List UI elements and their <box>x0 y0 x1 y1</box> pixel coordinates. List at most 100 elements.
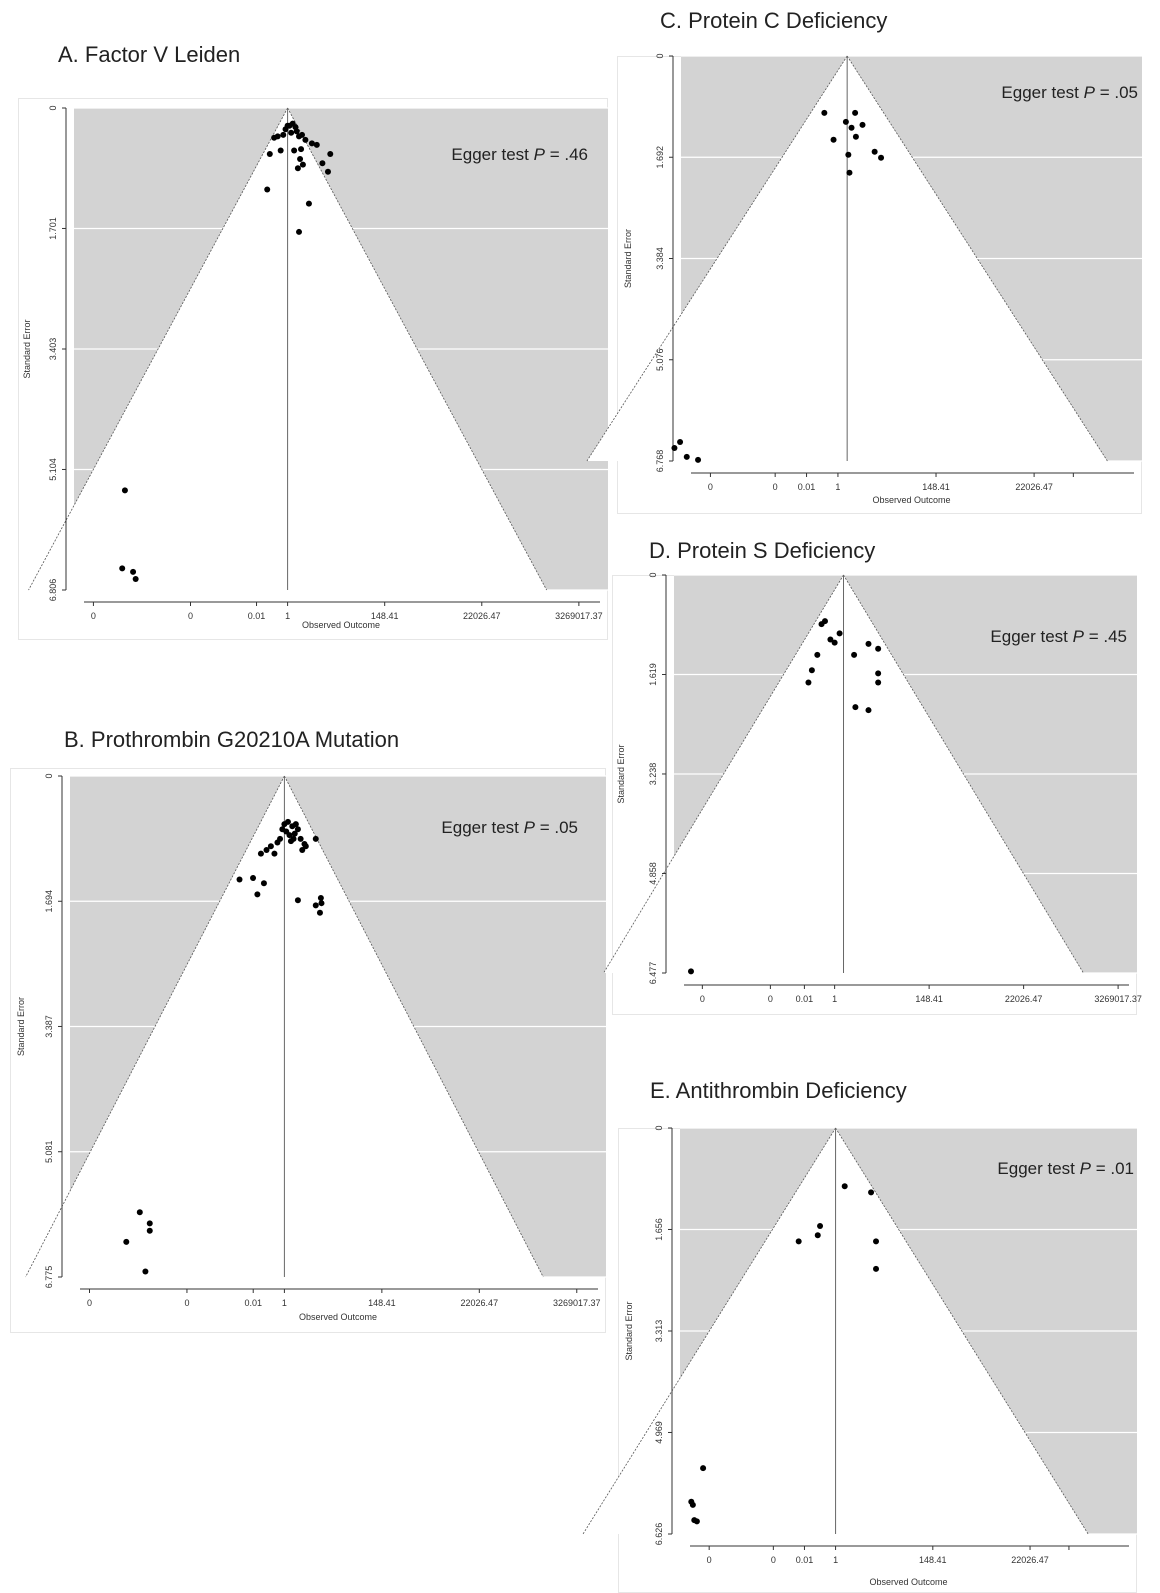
funnel-plot-d: 0 1.619 3.238 4.858 6.477 0 0 0.01 1 148.41 22026.… <box>603 572 1142 1015</box>
study-point <box>299 161 306 168</box>
study-point <box>121 487 128 494</box>
y-tick-label: 5.076 <box>655 348 665 371</box>
egger-p: P <box>1080 1159 1092 1178</box>
y-tick-label: 6.768 <box>655 450 665 473</box>
funnel-right-edge <box>843 574 1084 974</box>
study-point <box>677 438 684 445</box>
study-point <box>795 1238 802 1245</box>
study-point <box>848 124 855 131</box>
funnel-svg: 0 1.656 3.313 4.969 6.626 0 0 0.01 1 148.41 22026.… <box>582 1125 1137 1593</box>
study-point <box>119 565 126 572</box>
x-tick-label: 0.01 <box>796 994 814 1004</box>
y-axis-title: Standard Error <box>16 997 26 1056</box>
funnel-left-edge <box>28 107 288 591</box>
study-point <box>299 131 306 138</box>
study-point <box>274 839 281 846</box>
study-point <box>236 876 243 883</box>
egger-value: = .05 <box>535 818 578 837</box>
egger-prefix: Egger test <box>1001 83 1083 102</box>
egger-value: = .01 <box>1091 1159 1134 1178</box>
x-tick-label: 0 <box>188 611 193 621</box>
study-point <box>317 895 324 902</box>
study-point <box>865 707 872 714</box>
y-tick-label: 0 <box>44 773 54 778</box>
x-axis-title: Observed Outcome <box>299 1312 377 1322</box>
study-point <box>671 444 678 451</box>
y-tick-label: 4.858 <box>648 862 658 885</box>
study-point <box>277 147 284 154</box>
x-tick-label: 1 <box>833 1555 838 1565</box>
funnel-left-edge <box>582 1127 836 1535</box>
study-point <box>808 667 815 674</box>
y-tick-label: 4.969 <box>654 1421 664 1444</box>
x-tick-label: 148.41 <box>922 482 950 492</box>
x-tick-label: 1 <box>282 1298 287 1308</box>
x-tick-label: 0 <box>773 482 778 492</box>
study-point <box>313 141 320 148</box>
x-tick-label: 0 <box>184 1298 189 1308</box>
egger-test-label: Egger test P = .46 <box>451 145 588 164</box>
study-point <box>263 846 270 853</box>
study-point <box>260 880 267 887</box>
x-tick-label: 148.41 <box>368 1298 396 1308</box>
funnel-svg: 0 1.692 3.384 5.076 6.768 0 0 0.01 1 148.41 22026.… <box>586 53 1142 514</box>
study-point <box>264 186 271 193</box>
y-tick-label: 3.384 <box>655 247 665 270</box>
study-point <box>312 835 319 842</box>
x-tick-label: 1 <box>285 611 290 621</box>
y-tick-label: 3.238 <box>648 763 658 786</box>
egger-value: = .46 <box>545 145 588 164</box>
x-tick-label: 0 <box>708 482 713 492</box>
study-point <box>817 1223 824 1230</box>
egger-test-label: Egger test P = .01 <box>997 1159 1134 1178</box>
x-tick-label: 0.01 <box>798 482 816 492</box>
x-tick-label: 0.01 <box>796 1555 814 1565</box>
panel-a-title: A. Factor V Leiden <box>58 42 241 67</box>
study-point <box>852 704 859 711</box>
study-point <box>299 846 306 853</box>
y-tick-label: 1.656 <box>654 1218 664 1241</box>
y-tick-label: 0 <box>654 1125 664 1130</box>
x-tick-label: 0 <box>87 1298 92 1308</box>
study-point <box>873 1238 880 1245</box>
study-point <box>294 897 301 904</box>
funnel-svg: 0 1.694 3.387 5.081 6.775 0 0 0.01 1 148.41 22026.… <box>10 768 606 1333</box>
study-point <box>878 154 885 161</box>
x-axis-title: Observed Outcome <box>302 620 380 630</box>
y-tick-label: 6.626 <box>654 1523 664 1546</box>
egger-p: P <box>1073 627 1085 646</box>
study-point <box>805 679 812 686</box>
study-point <box>302 136 309 143</box>
egger-test-label: Egger test P = .45 <box>990 627 1127 646</box>
study-point <box>294 826 301 833</box>
x-tick-label: 22026.47 <box>461 1298 499 1308</box>
funnel-plot-a: 0 1.701 3.403 5.104 6.806 0 0 0.01 1 148.41 22026.… <box>18 98 608 640</box>
study-point <box>836 630 843 637</box>
x-tick-label: 3269017.37 <box>553 1298 601 1308</box>
study-point <box>868 1189 875 1196</box>
x-tick-label: 0 <box>768 994 773 1004</box>
funnel-right-edge <box>835 1127 1089 1535</box>
study-point <box>296 228 303 235</box>
y-tick-label: 3.313 <box>654 1320 664 1343</box>
study-point <box>136 1209 143 1216</box>
study-point <box>146 1227 153 1234</box>
study-point <box>286 832 293 839</box>
study-point <box>695 456 702 463</box>
study-point <box>287 838 294 845</box>
study-point <box>130 568 137 575</box>
y-tick-label: 3.403 <box>48 338 58 361</box>
y-tick-label: 6.806 <box>48 579 58 602</box>
study-point <box>875 645 882 652</box>
study-point <box>324 168 331 175</box>
study-point <box>291 147 298 154</box>
study-point <box>282 126 289 133</box>
x-tick-label: 22026.47 <box>1015 482 1053 492</box>
study-point <box>865 640 872 647</box>
funnel-svg: 0 1.619 3.238 4.858 6.477 0 0 0.01 1 148.41 22026.… <box>603 572 1142 1015</box>
x-tick-label: 148.41 <box>919 1555 947 1565</box>
x-tick-label: 1 <box>832 994 837 1004</box>
study-point <box>318 900 325 907</box>
egger-prefix: Egger test <box>451 145 533 164</box>
y-tick-label: 6.775 <box>44 1266 54 1289</box>
